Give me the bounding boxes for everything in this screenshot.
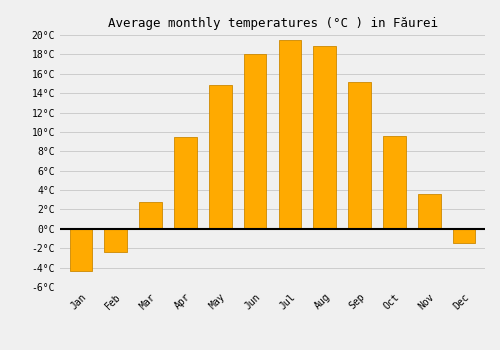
- Bar: [278, 40, 301, 229]
- Bar: [209, 85, 232, 229]
- Bar: [104, 229, 127, 252]
- Bar: [244, 54, 266, 229]
- Bar: [70, 229, 92, 271]
- Bar: [314, 46, 336, 229]
- Bar: [348, 82, 371, 229]
- Bar: [383, 136, 406, 229]
- Bar: [453, 229, 475, 243]
- Bar: [418, 194, 440, 229]
- Title: Average monthly temperatures (°C ) in Făurei: Average monthly temperatures (°C ) in Fă…: [108, 17, 438, 30]
- Bar: [174, 137, 197, 229]
- Bar: [140, 202, 162, 229]
